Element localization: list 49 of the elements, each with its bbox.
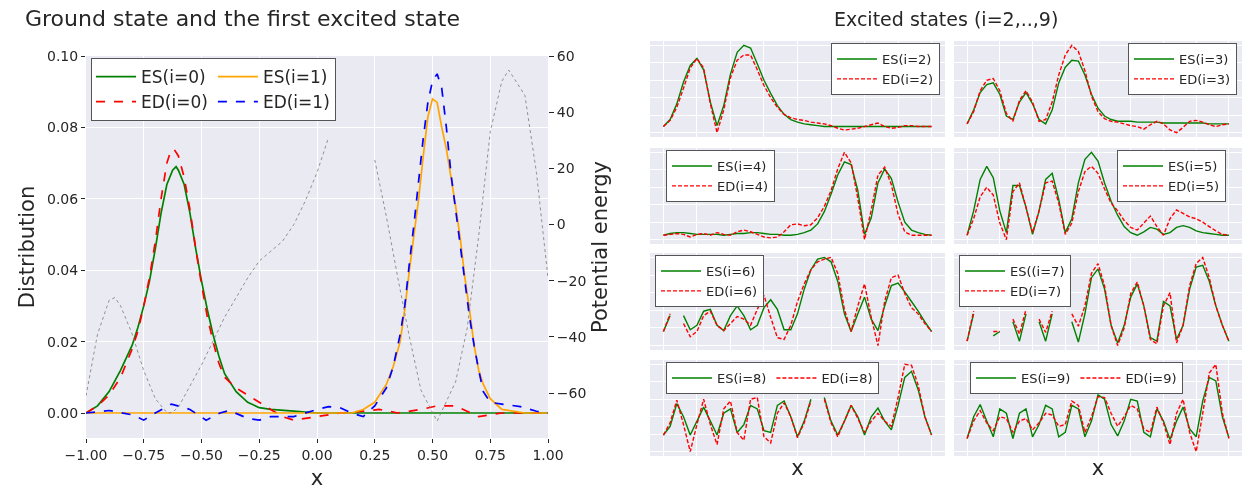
y2-axis-title: Potential energy <box>587 161 612 333</box>
legend-label: ED(i=3) <box>1179 71 1231 87</box>
y-tick-label: 0.02 <box>47 333 79 350</box>
y2-tick-label: −20 <box>556 272 587 289</box>
legend-label: ES(i=3) <box>1179 52 1229 68</box>
legend-label: ED(i=6) <box>706 283 758 299</box>
legend-label: ED(i=2) <box>882 71 934 87</box>
legend-label: ES(i=4) <box>717 159 767 175</box>
x-tick-label: −0.25 <box>237 446 281 463</box>
y-axis-title: Distribution <box>15 185 40 309</box>
x-tick-label: 0.50 <box>416 446 449 463</box>
x-tick-label: 0.00 <box>301 446 333 463</box>
x-tick-label: −1.00 <box>64 446 108 463</box>
legend-label: ED(i=9) <box>1125 371 1177 387</box>
chart-title: Ground state and the first excited state <box>25 6 460 31</box>
legend-label: ED(i=0) <box>141 92 208 113</box>
x-axis-title: x <box>1091 456 1105 481</box>
legend-label: ES(i=8) <box>717 371 767 387</box>
y-tick-label: 0.06 <box>47 190 79 207</box>
x-axis-title: x <box>310 466 324 490</box>
x-tick-label: −0.50 <box>180 446 223 463</box>
x-tick-label: 0.25 <box>359 446 391 463</box>
legend-label: ES(i=1) <box>262 67 328 88</box>
legend-label: ES(i=2) <box>882 52 932 68</box>
x-tick-label: 1.00 <box>532 446 564 463</box>
y2-tick-label: 0 <box>556 216 566 233</box>
legend-label: ES((i=7) <box>1010 264 1065 280</box>
y2-tick-label: 40 <box>556 104 575 121</box>
y2-tick-label: −40 <box>556 328 587 345</box>
y-tick-label: 0.04 <box>47 262 79 279</box>
legend-label: ED(i=5) <box>1168 178 1220 194</box>
legend-label: ED(i=4) <box>717 178 769 194</box>
x-tick-label: −0.75 <box>122 446 166 463</box>
legend-label: ES(i=6) <box>706 264 756 280</box>
legend-label: ED(i=7) <box>1010 283 1062 299</box>
y2-tick-label: 60 <box>556 47 575 64</box>
legend-label: ED(i=1) <box>262 92 330 113</box>
chart-title: Excited states (i=2,..,9) <box>834 8 1059 30</box>
legend-label: ES(i=9) <box>1021 371 1071 387</box>
legend-label: ED(i=8) <box>821 371 873 387</box>
x-tick-label: 0.75 <box>474 446 506 463</box>
legend-label: ES(i=5) <box>1168 159 1218 175</box>
legend-label: ES(i=0) <box>141 67 206 88</box>
y2-tick-label: −60 <box>556 384 587 401</box>
y-tick-label: 0.08 <box>47 119 79 136</box>
y-tick-label: 0.00 <box>47 404 79 421</box>
y2-tick-label: 20 <box>556 160 575 177</box>
y-tick-label: 0.10 <box>47 47 79 64</box>
x-axis-title: x <box>791 456 804 481</box>
